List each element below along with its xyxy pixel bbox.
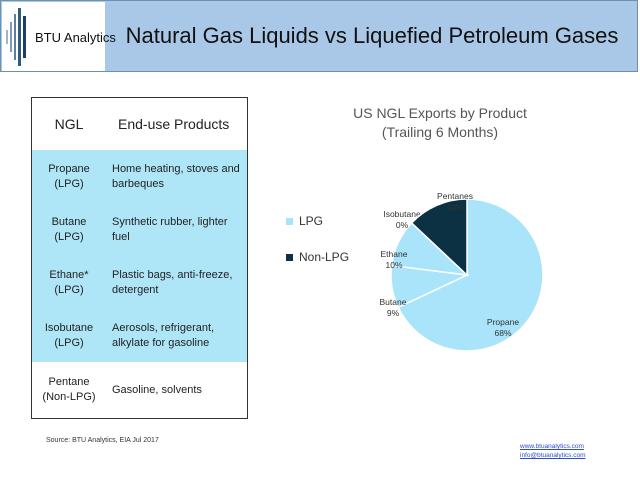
products-cell: Home heating, stoves and barbeques bbox=[112, 163, 240, 190]
pie-slice-pentanes bbox=[410, 198, 468, 277]
products-cell: Aerosols, refrigerant, alkylate for gaso… bbox=[112, 322, 215, 349]
slice-value-ethane: 10% bbox=[385, 260, 402, 270]
legend-label-non-lpg: Non-LPG bbox=[299, 250, 350, 264]
table-header-row: NGL End-use Products bbox=[32, 98, 247, 150]
products-cell: Plastic bags, anti-freeze, detergent bbox=[112, 269, 233, 296]
table-row: Pentane (Non-LPG) Gasoline, solvents bbox=[32, 362, 247, 418]
logo-text: BTU Analytics bbox=[35, 30, 116, 45]
logo: BTU Analytics bbox=[2, 2, 116, 71]
legend-label-lpg: LPG bbox=[299, 214, 324, 228]
email-link[interactable]: info@btuanalytics.com bbox=[520, 452, 586, 459]
legend-item-lpg: LPG bbox=[286, 214, 323, 228]
products-cell: Synthetic rubber, lighter fuel bbox=[112, 216, 228, 243]
chart-subtitle: (Trailing 6 Months) bbox=[381, 124, 499, 140]
table-row: Ethane* (LPG) Plastic bags, anti-freeze,… bbox=[32, 256, 247, 310]
column-header-ngl: NGL bbox=[54, 115, 84, 132]
header-banner: BTU Analytics Natural Gas Liquids vs Liq… bbox=[0, 0, 638, 72]
ngl-cell: Pentane (Non-LPG) bbox=[42, 376, 96, 403]
pie-slice-propane bbox=[397, 198, 544, 352]
slice-value-pentanes: 13% bbox=[446, 202, 463, 212]
chart-title-main: US NGL Exports by Product bbox=[353, 105, 527, 121]
contact-links: www.btuanalytics.com info@btuanalytics.c… bbox=[520, 442, 586, 460]
slice-label-ethane: Ethane bbox=[381, 249, 408, 259]
slice-value-butane: 9% bbox=[387, 308, 400, 318]
ngl-cell: Propane (LPG) bbox=[48, 163, 90, 190]
table-row: Isobutane (LPG) Aerosols, refrigerant, a… bbox=[32, 310, 247, 362]
ngl-cell: Butane (LPG) bbox=[51, 216, 87, 243]
column-header-products: End-use Products bbox=[118, 115, 230, 132]
slice-label-propane: Propane bbox=[487, 317, 519, 327]
source-note: Source: BTU Analytics, EIA Jul 2017 bbox=[46, 437, 159, 444]
slice-label-pentanes: Pentanes bbox=[437, 191, 473, 201]
slice-value-propane: 68% bbox=[494, 328, 511, 338]
chart-title: US NGL Exports by Product (Trailing 6 Mo… bbox=[330, 104, 550, 142]
website-link[interactable]: www.btuanalytics.com bbox=[520, 443, 584, 450]
ngl-table: NGL End-use Products Propane (LPG) Home … bbox=[31, 97, 248, 419]
logo-bars-icon bbox=[6, 8, 26, 66]
slice-label-butane: Butane bbox=[380, 297, 407, 307]
legend-swatch-non-lpg bbox=[286, 253, 293, 261]
page-title: Natural Gas Liquids vs Liquefied Petrole… bbox=[125, 23, 619, 48]
slice-label-isobutane: Isobutane bbox=[383, 209, 421, 219]
legend-swatch-lpg bbox=[286, 217, 293, 225]
table-row: Butane (LPG) Synthetic rubber, lighter f… bbox=[32, 204, 247, 256]
slice-value-isobutane: 0% bbox=[396, 220, 409, 230]
ngl-cell: Ethane* (LPG) bbox=[49, 269, 89, 296]
ngl-cell: Isobutane (LPG) bbox=[44, 322, 94, 349]
legend-item-non-lpg: Non-LPG bbox=[286, 250, 349, 264]
table-row: Propane (LPG) Home heating, stoves and b… bbox=[32, 150, 247, 204]
products-cell: Gasoline, solvents bbox=[112, 383, 202, 396]
